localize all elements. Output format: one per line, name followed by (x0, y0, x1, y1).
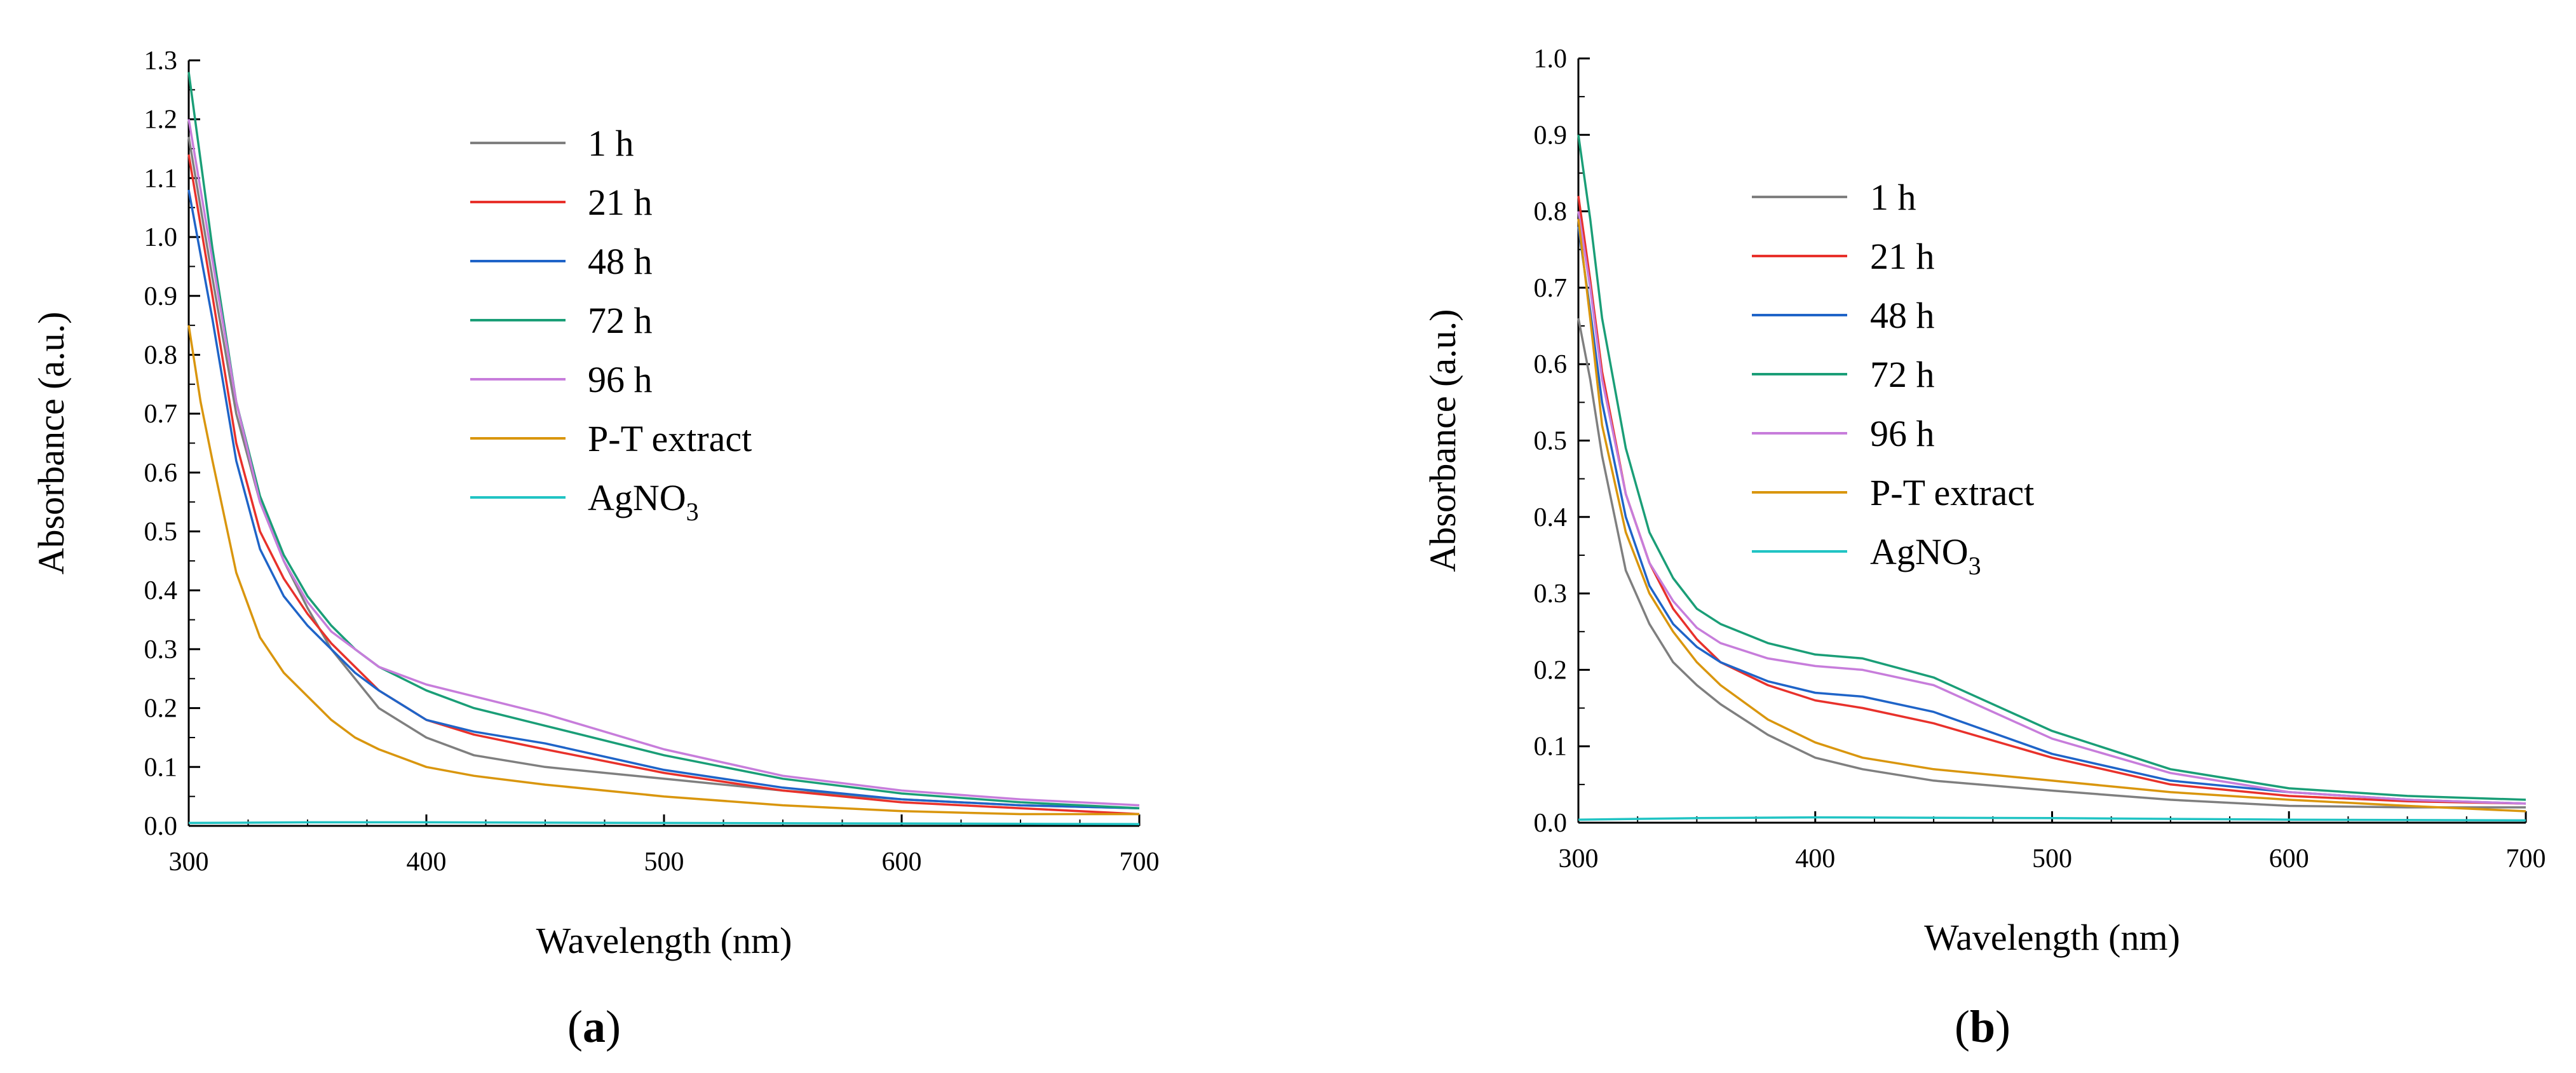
legend-label-main: 48 h (1870, 295, 1935, 336)
x-tick-label: 600 (2269, 844, 2309, 874)
series-line-1-h (187, 137, 1140, 809)
series-line-1-h (1577, 318, 2526, 809)
y-tick-label: 0.6 (1534, 350, 1568, 379)
y-tick-label: 0.7 (144, 400, 178, 429)
legend-label: 96 h (1870, 413, 1935, 454)
series-line-96-h (1577, 211, 2526, 805)
y-tick-label: 1.3 (144, 46, 178, 76)
x-axis-title: Wavelength (nm) (536, 920, 792, 961)
y-tick-label: 1.0 (1534, 44, 1568, 74)
x-tick-label: 400 (1795, 844, 1835, 874)
series-line-21-h (1577, 196, 2526, 805)
x-tick-label: 300 (1559, 844, 1599, 874)
legend-label: 48 h (588, 241, 653, 282)
series-line-agno3 (1578, 816, 2526, 822)
x-axis-title: Wavelength (nm) (1924, 917, 2180, 958)
series-line-96-h (187, 119, 1140, 807)
y-tick-label: 0.5 (1534, 427, 1568, 456)
legend: 1 h 21 h 48 h 72 h 96 h P-T extract AgNO3 (470, 123, 752, 526)
plot-area (187, 72, 1140, 825)
y-tick-label: 0.2 (1534, 656, 1568, 685)
panel-a: 0.0 0.1 0.2 0.3 0.4 0.5 0.6 0.7 0.8 0.9 1.0 1.1 1.2 1… (31, 46, 1160, 1052)
y-tick-label: 0.6 (144, 459, 178, 488)
legend-label-main: P-T extract (1870, 472, 2034, 513)
legend: 1 h 21 h 48 h 72 h 96 h P-T extract AgNO3 (1752, 177, 2034, 580)
y-tick-label: 0.4 (1534, 503, 1568, 532)
legend-label: 21 h (588, 182, 653, 223)
x-tick-label: 300 (169, 847, 209, 877)
series-line-21-h (187, 154, 1140, 816)
y-tick-label: 0.3 (1534, 579, 1568, 609)
legend-label-main: P-T extract (588, 418, 752, 459)
y-tick-label: 0.1 (144, 753, 178, 782)
legend-label-main: AgNO (1870, 531, 1969, 572)
legend-label-main: 72 h (588, 300, 653, 341)
y-tick-label: 0.3 (144, 635, 178, 665)
legend-label-main: 21 h (588, 182, 653, 223)
x-tick-label: 700 (1120, 847, 1160, 877)
legend-label: AgNO3 (1870, 531, 1981, 580)
legend-label-subscript: 3 (1969, 551, 1981, 580)
y-tick-label: 0.4 (144, 576, 178, 605)
legend-label: P-T extract (588, 418, 752, 459)
y-tick-label: 0.7 (1534, 274, 1568, 303)
legend-label-main: 1 h (588, 123, 634, 164)
panel-b: 0.0 0.1 0.2 0.3 0.4 0.5 0.6 0.7 0.8 0.9 1.0 300 400 5… (1422, 44, 2546, 1052)
legend-label-main: 96 h (588, 359, 653, 400)
legend-label-main: 21 h (1870, 236, 1935, 277)
y-tick-label: 1.1 (144, 164, 178, 193)
legend-label: AgNO3 (588, 477, 699, 526)
legend-label-main: 72 h (1870, 354, 1935, 395)
legend-label-main: AgNO (588, 477, 686, 518)
legend-label: P-T extract (1870, 472, 2034, 513)
panel-letter: b (1970, 1001, 1995, 1052)
series-line-p-t-extract (187, 325, 1139, 816)
y-tick-label: 0.8 (1534, 198, 1568, 227)
y-tick-label: 1.2 (144, 105, 178, 135)
y-tick-label: 0.9 (1534, 121, 1568, 150)
x-tick-label: 600 (882, 847, 922, 877)
y-tick-label: 0.0 (144, 812, 178, 841)
x-tick-label: 500 (644, 847, 684, 877)
x-tick-label: 400 (407, 847, 447, 877)
x-tick-label: 500 (2032, 844, 2072, 874)
y-tick-label: 0.5 (144, 518, 178, 547)
plot-area (1577, 135, 2526, 822)
y-axis-title: Absorbance (a.u.) (1422, 309, 1463, 572)
legend-label: 72 h (588, 300, 653, 341)
panel-label: (a) (567, 1001, 621, 1052)
y-tick-label: 0.0 (1534, 809, 1568, 838)
y-axis-title: Absorbance (a.u.) (31, 312, 72, 575)
legend-label-subscript: 3 (686, 497, 699, 526)
y-tick-label: 0.2 (144, 694, 178, 724)
legend-label-main: 48 h (588, 241, 653, 282)
y-tick-label: 0.8 (144, 341, 178, 370)
legend-label: 48 h (1870, 295, 1935, 336)
legend-label-main: 96 h (1870, 413, 1935, 454)
series-line-p-t-extract (1577, 219, 2526, 813)
y-tick-label: 0.1 (1534, 732, 1568, 762)
legend-label: 1 h (588, 123, 634, 164)
series-line-48-h (187, 189, 1140, 809)
x-tick-label: 700 (2506, 844, 2546, 874)
legend-label-main: 1 h (1870, 177, 1916, 218)
panel-label: (b) (1955, 1001, 2010, 1052)
legend-label: 21 h (1870, 236, 1935, 277)
series-line-agno3 (188, 821, 1140, 825)
legend-label: 96 h (588, 359, 653, 400)
legend-label: 72 h (1870, 354, 1935, 395)
y-tick-label: 0.9 (144, 282, 178, 311)
legend-label: 1 h (1870, 177, 1916, 218)
panel-letter: a (583, 1001, 606, 1052)
series-line-48-h (1577, 226, 2526, 805)
series-line-72-h (1577, 135, 2526, 801)
y-tick-label: 1.0 (144, 223, 178, 252)
